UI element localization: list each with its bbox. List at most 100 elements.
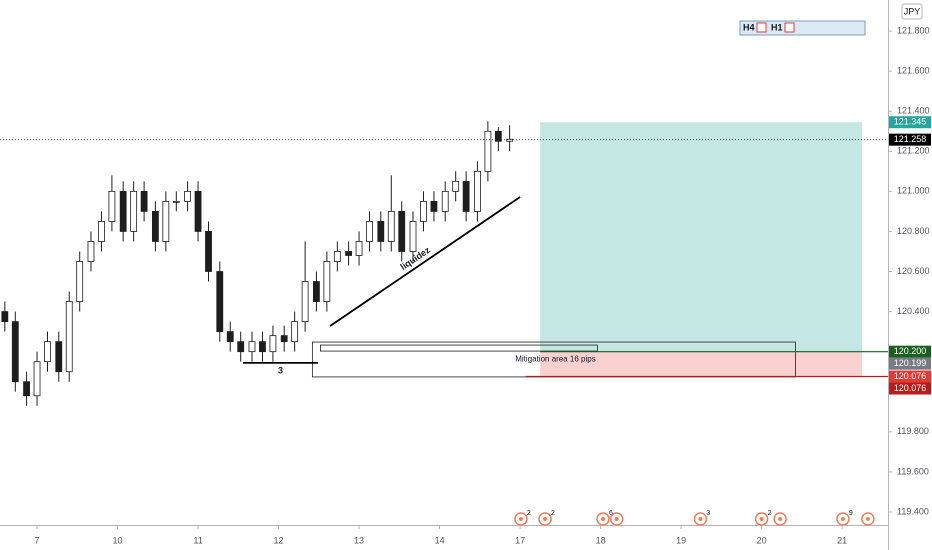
legend-label: H4 [743, 22, 755, 32]
x-tick-label: 21 [837, 535, 847, 545]
x-tick-label: 19 [676, 535, 686, 545]
price-tag-label: 121.345 [894, 117, 927, 127]
price-tag [889, 357, 931, 370]
candle-body [23, 381, 30, 397]
candle-body [108, 190, 116, 222]
price-tag [889, 345, 931, 358]
x-tick-label: 12 [274, 535, 284, 545]
y-tick-label: 119.400 [897, 506, 929, 516]
event-dot [614, 517, 619, 521]
y-tick-label: 121.600 [897, 66, 930, 76]
event-count: 6 [609, 510, 613, 517]
candle-body [484, 130, 492, 172]
candle-body [387, 211, 395, 242]
event-count: 3 [706, 510, 710, 517]
y-tick-label: 120.600 [897, 266, 930, 276]
y-tick-label: 120.400 [897, 306, 930, 316]
candle-body [151, 211, 159, 242]
x-tick-label: 17 [515, 535, 525, 545]
legend-icon [756, 22, 767, 33]
trendline [329, 196, 521, 327]
candle-body [194, 190, 202, 232]
candle-body [398, 211, 406, 252]
x-tick-label: 7 [35, 535, 40, 545]
candle-body [377, 221, 385, 242]
price-tag-label: 121.258 [894, 134, 927, 144]
x-tick-label: 11 [193, 535, 202, 545]
x-tick-label: 10 [113, 535, 123, 545]
candle-body [98, 221, 105, 242]
price-tag-label: 120.200 [894, 346, 927, 356]
candle-body [11, 321, 19, 383]
y-tick-label: 121.400 [897, 106, 930, 116]
candle-body [184, 190, 191, 202]
x-tick-label: 18 [596, 535, 606, 545]
candle-body [355, 241, 363, 256]
y-tick-label: 120.800 [897, 226, 930, 236]
level-label: 3 [278, 365, 283, 375]
y-tick-label: 119.800 [897, 426, 929, 436]
candle-body [474, 170, 481, 212]
legend-icon [784, 22, 795, 33]
event-dot [840, 517, 845, 521]
y-tick-label: 121.800 [897, 25, 930, 35]
candle-body [162, 200, 170, 242]
price-tag-label: 120.076 [894, 371, 927, 381]
candle-body [269, 335, 277, 353]
candle-body [119, 190, 127, 232]
candle-body [291, 321, 299, 343]
currency: JPY [904, 6, 921, 16]
candle-body [33, 361, 41, 397]
candle-body [237, 341, 245, 353]
candle-body [205, 231, 212, 272]
y-tick-label: 121.200 [897, 146, 930, 156]
candle-body [172, 200, 180, 203]
candle-body [140, 190, 148, 212]
event-dot [865, 517, 870, 521]
price-tag [889, 370, 931, 383]
x-tick-label: 20 [757, 535, 767, 545]
event-count: 2 [527, 510, 531, 517]
event-dot [759, 517, 764, 521]
price-tag [889, 116, 931, 129]
candle-body [1, 311, 9, 323]
y-tick-label: 119.600 [897, 466, 929, 476]
candle-body [55, 341, 63, 373]
event-dot [518, 517, 523, 521]
event-dot [698, 517, 703, 521]
event-dot [601, 517, 606, 521]
candle-body [76, 261, 84, 302]
candle-body [280, 335, 288, 343]
loss-zone [540, 351, 863, 377]
event-count: 2 [768, 510, 772, 517]
event-count: 2 [551, 510, 555, 517]
price-tag [889, 133, 931, 146]
candle-body [366, 221, 373, 242]
candle-body [130, 190, 138, 232]
price-tag [889, 382, 931, 395]
candle-body [333, 251, 341, 262]
zone [320, 344, 598, 352]
candle-body [87, 241, 95, 262]
event-dot [543, 517, 548, 521]
candle-body [345, 251, 352, 256]
price-tag-label: 120.199 [894, 358, 927, 368]
event-dot [778, 517, 783, 521]
price-tag-label: 120.076 [894, 383, 927, 393]
candle-body [494, 130, 502, 142]
profit-zone [540, 122, 863, 352]
candle-body [430, 200, 438, 212]
candle-body [420, 200, 427, 222]
legend-label: H1 [771, 22, 783, 32]
y-tick-label: 121.000 [897, 186, 930, 196]
zone-label: Mitigation area 16 pips [515, 355, 596, 364]
currency-badge[interactable] [901, 3, 923, 20]
candle-body [216, 271, 224, 333]
candle-body [506, 138, 514, 142]
candle-body [226, 331, 234, 343]
candle-body [301, 281, 309, 323]
legend-box [739, 20, 866, 36]
candle-body [312, 281, 320, 302]
candle-body [409, 221, 417, 252]
